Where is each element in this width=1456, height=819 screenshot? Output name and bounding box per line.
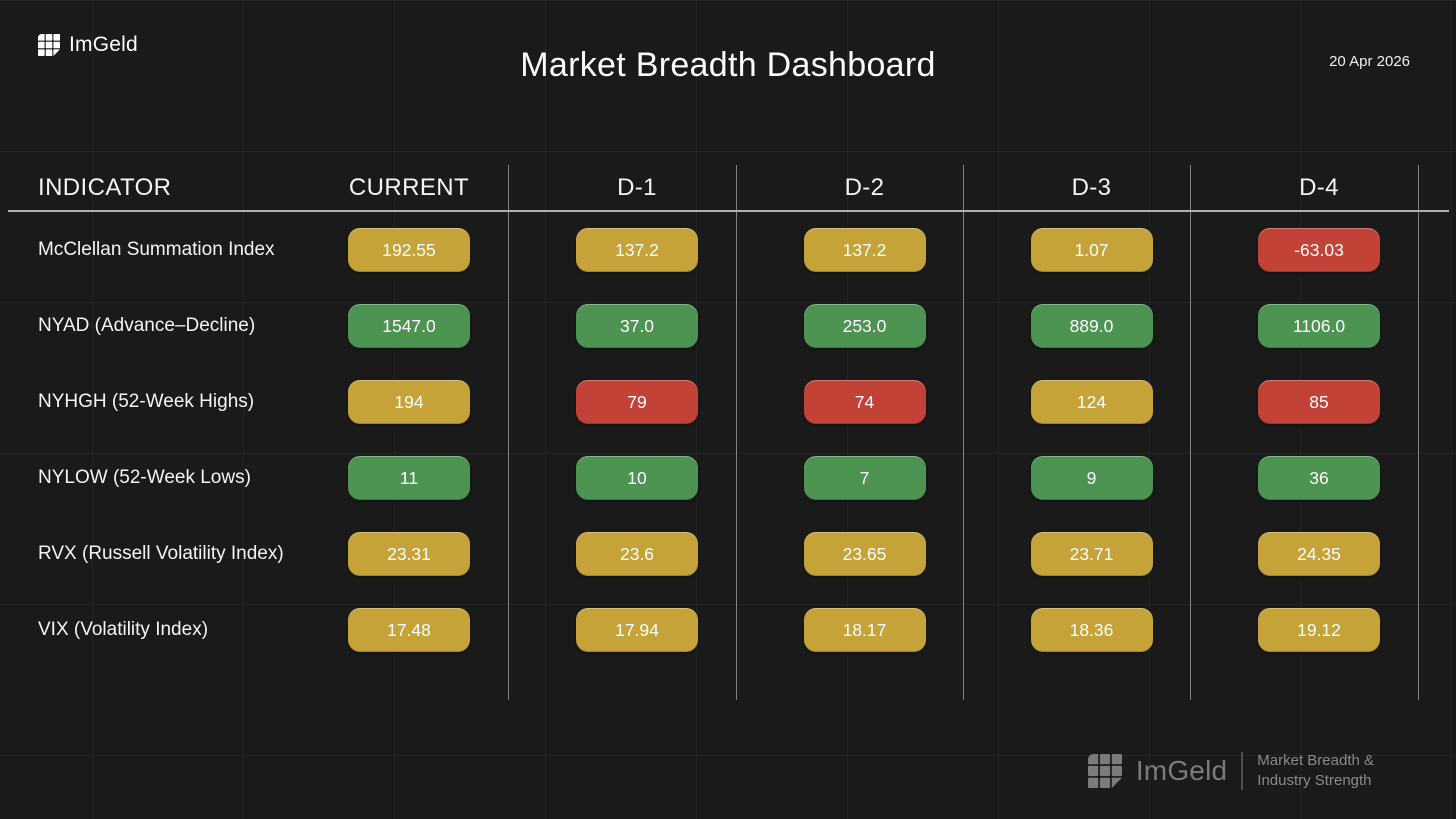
value-pill-warn: 1.07: [1030, 228, 1153, 272]
value-cell: -63.03: [1190, 228, 1418, 272]
indicator-label: NYLOW (52-Week Lows): [38, 467, 251, 488]
value-pill-warn: 23.71: [1030, 532, 1153, 576]
value-cell: 17.48: [310, 608, 508, 652]
value-cell: 194: [310, 380, 508, 424]
column-separator: [1418, 165, 1419, 700]
value-cell: 18.36: [963, 608, 1190, 652]
value-pill-good: 37.0: [576, 304, 698, 348]
footer-brand-name: ImGeld: [1135, 754, 1228, 786]
table-body: McClellan Summation Index 192.55 137.2 137.…: [0, 212, 1456, 668]
table-row: NYAD (Advance–Decline) 1547.0 37.0 253.0 889…: [0, 288, 1456, 364]
grid-logo-icon: [38, 34, 60, 56]
value-cell: 11: [310, 456, 508, 500]
value-pill-bad: 74: [803, 380, 926, 424]
value-pill-warn: 137.2: [576, 228, 698, 272]
value-cell: 1.07: [963, 228, 1190, 272]
value-pill-warn: 23.31: [348, 532, 470, 576]
brand-name: ImGeld: [69, 33, 138, 56]
column-separator: [736, 165, 737, 700]
value-pill-good: 36: [1258, 456, 1380, 500]
value-pill-good: 10: [576, 456, 698, 500]
value-cell: 23.31: [310, 532, 508, 576]
value-pill-warn: 192.55: [348, 228, 470, 272]
indicator-label: RVX (Russell Volatility Index): [38, 543, 284, 564]
value-cell: 137.2: [736, 228, 963, 272]
value-pill-warn: 17.94: [576, 608, 698, 652]
value-cell: 24.35: [1190, 532, 1418, 576]
table-row: VIX (Volatility Index) 17.48 17.94 18.17 18.…: [0, 592, 1456, 668]
footer-divider: [1241, 751, 1244, 790]
table-row: McClellan Summation Index 192.55 137.2 137.…: [0, 212, 1456, 288]
indicator-table: INDICATOR CURRENT D-1 D-2 D-3 D-4 McClellan S…: [0, 165, 1456, 700]
table-row: NYLOW (52-Week Lows) 11 10 7 9 36: [0, 440, 1456, 516]
footer-brand: ImGeld Market Breadth & Industry Strengt…: [1087, 751, 1374, 790]
header-underline: [8, 210, 1449, 212]
value-pill-good: 9: [1030, 456, 1153, 500]
footer-tagline-line1: Market Breadth &: [1257, 752, 1374, 769]
indicator-label: NYAD (Advance–Decline): [38, 315, 256, 336]
value-cell: 19.12: [1190, 608, 1418, 652]
value-pill-warn: 137.2: [803, 228, 926, 272]
value-cell: 1106.0: [1190, 304, 1418, 348]
value-pill-warn: 194: [348, 380, 470, 424]
value-pill-good: 1547.0: [348, 304, 470, 348]
indicator-label: VIX (Volatility Index): [38, 619, 209, 640]
value-pill-warn: 18.17: [803, 608, 926, 652]
grid-logo-icon: [1087, 753, 1122, 788]
value-pill-bad: 85: [1258, 380, 1380, 424]
value-cell: 17.94: [508, 608, 736, 652]
value-cell: 889.0: [963, 304, 1190, 348]
column-separator: [508, 165, 509, 700]
column-header-indicator: INDICATOR: [38, 174, 172, 201]
table-header: INDICATOR CURRENT D-1 D-2 D-3 D-4: [0, 165, 1456, 211]
column-header-d-2: D-2: [844, 174, 885, 201]
value-cell: 85: [1190, 380, 1418, 424]
value-cell: 253.0: [736, 304, 963, 348]
table-row: NYHGH (52-Week Highs) 194 79 74 124 85: [0, 364, 1456, 440]
value-cell: 124: [963, 380, 1190, 424]
footer-tagline: Market Breadth & Industry Strength: [1257, 751, 1374, 790]
value-pill-warn: 23.6: [576, 532, 698, 576]
value-cell: 79: [508, 380, 736, 424]
value-pill-warn: 124: [1030, 380, 1153, 424]
value-pill-warn: 24.35: [1258, 532, 1380, 576]
value-pill-warn: 18.36: [1030, 608, 1153, 652]
report-date: 20 Apr 2026: [1329, 53, 1410, 70]
value-cell: 7: [736, 456, 963, 500]
value-pill-good: 7: [803, 456, 926, 500]
indicator-label: NYHGH (52-Week Highs): [38, 391, 255, 412]
value-cell: 37.0: [508, 304, 736, 348]
brand-logo: ImGeld: [38, 33, 138, 57]
value-cell: 23.65: [736, 532, 963, 576]
column-header-current: CURRENT: [348, 174, 470, 201]
value-cell: 192.55: [310, 228, 508, 272]
table-row: RVX (Russell Volatility Index) 23.31 23.6 2…: [0, 516, 1456, 592]
page-title: Market Breadth Dashboard: [520, 46, 936, 84]
column-separator: [1190, 165, 1191, 700]
value-pill-bad: -63.03: [1258, 228, 1380, 272]
column-header-d-1: D-1: [617, 174, 657, 201]
indicator-label: McClellan Summation Index: [38, 239, 275, 260]
value-cell: 74: [736, 380, 963, 424]
value-cell: 9: [963, 456, 1190, 500]
column-separator: [963, 165, 964, 700]
value-pill-good: 253.0: [803, 304, 926, 348]
value-pill-good: 889.0: [1030, 304, 1153, 348]
column-header-d-4: D-4: [1299, 174, 1339, 201]
value-cell: 18.17: [736, 608, 963, 652]
footer-tagline-line2: Industry Strength: [1257, 771, 1372, 789]
value-pill-good: 1106.0: [1258, 304, 1380, 348]
value-cell: 36: [1190, 456, 1418, 500]
value-cell: 23.71: [963, 532, 1190, 576]
value-pill-warn: 23.65: [803, 532, 926, 576]
value-pill-warn: 19.12: [1258, 608, 1380, 652]
value-pill-warn: 17.48: [348, 608, 470, 652]
column-header-d-3: D-3: [1071, 174, 1112, 201]
value-cell: 1547.0: [310, 304, 508, 348]
value-cell: 10: [508, 456, 736, 500]
value-cell: 23.6: [508, 532, 736, 576]
value-pill-good: 11: [348, 456, 470, 500]
value-cell: 137.2: [508, 228, 736, 272]
value-pill-bad: 79: [576, 380, 698, 424]
